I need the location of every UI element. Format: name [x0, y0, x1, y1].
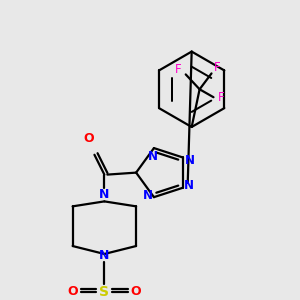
Text: O: O: [131, 285, 141, 298]
Text: N: N: [184, 179, 194, 192]
Text: O: O: [67, 285, 78, 298]
Text: N: N: [99, 188, 110, 201]
Text: S: S: [99, 285, 110, 299]
Text: F: F: [214, 61, 221, 74]
Text: N: N: [99, 250, 110, 262]
Text: N: N: [143, 189, 153, 202]
Text: O: O: [83, 132, 94, 146]
Text: F: F: [218, 91, 225, 104]
Text: F: F: [175, 63, 181, 76]
Text: N: N: [185, 154, 195, 167]
Text: N: N: [148, 149, 158, 163]
